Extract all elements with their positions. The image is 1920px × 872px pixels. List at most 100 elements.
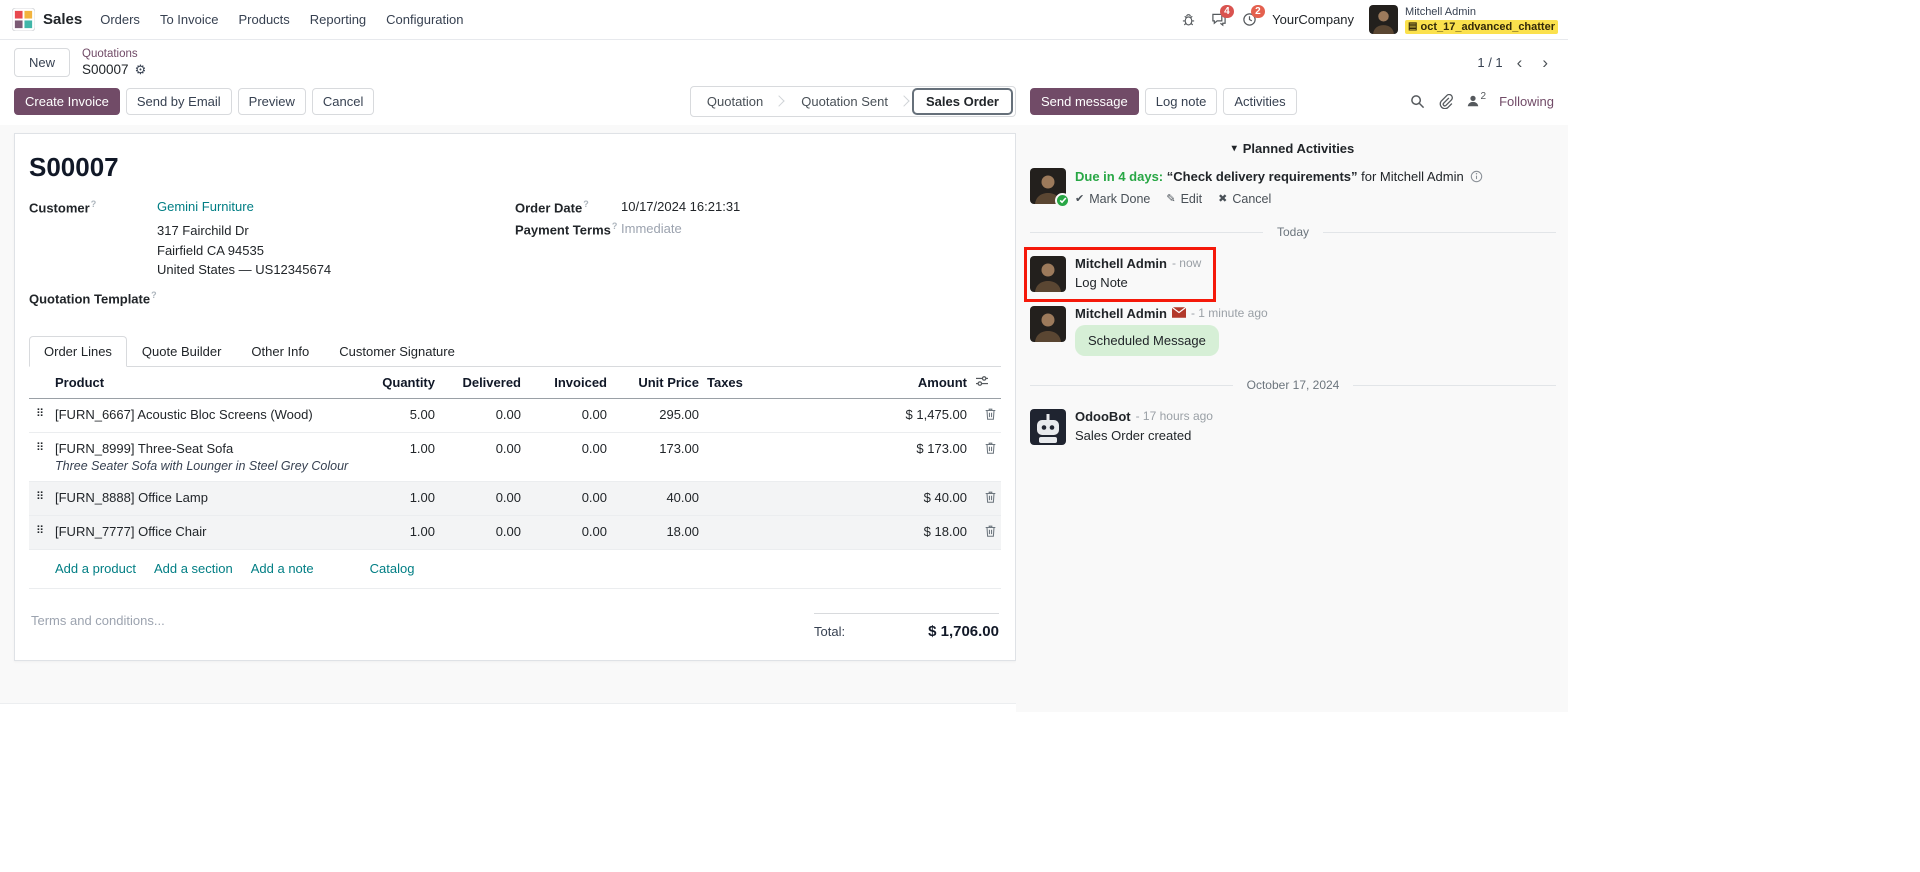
taxes-cell[interactable] <box>703 432 821 483</box>
pager-next-icon[interactable]: › <box>1536 54 1554 71</box>
apps-menu-icon[interactable] <box>12 8 35 31</box>
product-cell[interactable]: [FURN_8888] Office Lamp <box>51 481 363 517</box>
followers-icon[interactable]: 2 <box>1466 91 1486 108</box>
notebook-tabs: Order Lines Quote Builder Other Info Cus… <box>29 336 1001 368</box>
product-column-header[interactable]: Product <box>51 367 363 400</box>
order-date-field[interactable]: 10/17/2024 16:21:31 <box>621 198 741 214</box>
company-switcher[interactable]: YourCompany <box>1272 12 1355 27</box>
tab-other-info[interactable]: Other Info <box>251 344 310 360</box>
menu-products[interactable]: Products <box>238 11 290 27</box>
unit-price-cell[interactable]: 295.00 <box>611 398 703 434</box>
menu-configuration[interactable]: Configuration <box>386 11 464 27</box>
product-cell[interactable]: [FURN_7777] Office Chair <box>51 515 363 551</box>
quantity-cell[interactable]: 1.00 <box>363 481 439 517</box>
menu-to-invoice[interactable]: To Invoice <box>159 11 219 27</box>
amount-cell: $ 173.00 <box>821 432 971 483</box>
send-message-button[interactable]: Send message <box>1030 87 1139 115</box>
invoiced-cell: 0.00 <box>525 398 611 434</box>
app-window: Sales Orders To Invoice Products Reporti… <box>0 5 1568 712</box>
create-invoice-button[interactable]: Create Invoice <box>14 87 120 115</box>
terms-and-conditions-field[interactable]: Terms and conditions... <box>31 613 165 629</box>
attachments-paperclip-icon[interactable] <box>1438 93 1453 109</box>
breadcrumb-current: S00007 <box>82 61 129 77</box>
info-icon[interactable] <box>1470 170 1483 186</box>
activity-assignee: for Mitchell Admin <box>1361 168 1464 184</box>
activities-button[interactable]: Activities <box>1223 87 1297 115</box>
optional-columns-icon[interactable] <box>971 367 1001 400</box>
taxes-cell[interactable] <box>703 481 821 517</box>
tab-customer-signature[interactable]: Customer Signature <box>339 344 455 360</box>
product-cell[interactable]: [FURN_8999] Three-Seat Sofa Three Seater… <box>51 432 363 483</box>
avatar <box>1030 167 1070 208</box>
mark-done-button[interactable]: ✔ Mark Done <box>1075 191 1151 206</box>
pager-count[interactable]: 1 / 1 <box>1477 55 1503 71</box>
add-section-link[interactable]: Add a section <box>153 561 233 577</box>
tab-order-lines[interactable]: Order Lines <box>29 336 127 368</box>
delete-row-icon[interactable] <box>971 432 1001 483</box>
preview-button[interactable]: Preview <box>237 87 306 115</box>
catalog-link[interactable]: Catalog <box>369 561 415 577</box>
activities-badge: 2 <box>1251 5 1265 18</box>
gear-icon[interactable]: ⚙ <box>134 62 147 78</box>
messages-icon[interactable]: 4 <box>1211 5 1234 27</box>
taxes-column-header[interactable]: Taxes <box>703 367 821 400</box>
edit-activity-button[interactable]: ✎ Edit <box>1166 191 1203 206</box>
cancel-button[interactable]: Cancel <box>311 87 375 115</box>
quantity-cell[interactable]: 1.00 <box>363 432 439 483</box>
new-button[interactable]: New <box>14 48 71 78</box>
unit-price-column-header[interactable]: Unit Price <box>611 367 703 400</box>
drag-handle-icon[interactable]: ⠿ <box>29 398 51 434</box>
unit-price-cell[interactable]: 40.00 <box>611 481 703 517</box>
amount-column-header[interactable]: Amount <box>821 367 971 400</box>
drag-handle-icon[interactable]: ⠿ <box>29 515 51 551</box>
pager-previous-icon[interactable]: ‹ <box>1511 54 1529 71</box>
status-step-quotation-sent[interactable]: Quotation Sent <box>801 93 888 109</box>
invoiced-cell: 0.00 <box>525 515 611 551</box>
breadcrumb-quotations-link[interactable]: Quotations <box>82 48 138 60</box>
cancel-activity-button[interactable]: ✖ Cancel <box>1218 191 1272 206</box>
customer-address: 317 Fairchild Dr Fairfield CA 94535 Unit… <box>157 221 497 280</box>
delete-row-icon[interactable] <box>971 481 1001 517</box>
send-by-email-button[interactable]: Send by Email <box>125 87 232 115</box>
add-note-link[interactable]: Add a note <box>250 561 314 577</box>
app-name[interactable]: Sales <box>43 11 83 28</box>
user-menu[interactable]: Mitchell Admin ▤ oct_17_advanced_chatter <box>1369 5 1558 34</box>
drag-handle-icon[interactable]: ⠿ <box>29 481 51 517</box>
taxes-cell[interactable] <box>703 515 821 551</box>
quantity-cell[interactable]: 5.00 <box>363 398 439 434</box>
log-note-button[interactable]: Log note <box>1144 87 1218 115</box>
email-icon <box>1171 306 1187 321</box>
order-line-row: ⠿ [FURN_6667] Acoustic Bloc Screens (Woo… <box>29 398 1001 434</box>
scheduled-message-chip[interactable]: Scheduled Message <box>1075 324 1219 356</box>
menu-orders[interactable]: Orders <box>100 11 140 27</box>
following-toggle[interactable]: Following <box>1499 93 1554 109</box>
invoiced-column-header[interactable]: Invoiced <box>525 367 611 400</box>
record-title[interactable]: S00007 <box>29 151 119 182</box>
delete-row-icon[interactable] <box>971 398 1001 434</box>
status-step-sales-order[interactable]: Sales Order <box>912 88 1013 115</box>
drag-handle-icon[interactable]: ⠿ <box>29 432 51 483</box>
unit-price-cell[interactable]: 173.00 <box>611 432 703 483</box>
taxes-cell[interactable] <box>703 398 821 434</box>
search-messages-icon[interactable] <box>1410 94 1425 109</box>
activities-clock-icon[interactable]: 2 <box>1242 5 1265 27</box>
delivered-column-header[interactable]: Delivered <box>439 367 525 400</box>
chatter-panel: ▾ Planned Activities Due in 4 days: “Che… <box>1016 124 1568 712</box>
payment-terms-field[interactable]: Immediate <box>621 221 682 237</box>
quantity-cell[interactable]: 1.00 <box>363 515 439 551</box>
quotation-template-label: Quotation Template? <box>29 289 157 307</box>
product-cell[interactable]: [FURN_6667] Acoustic Bloc Screens (Wood) <box>51 398 363 434</box>
planned-activities-header[interactable]: ▾ Planned Activities <box>1231 140 1355 156</box>
order-line-row: ⠿ [FURN_7777] Office Chair 1.00 0.00 0.0… <box>29 515 1001 551</box>
add-product-link[interactable]: Add a product <box>55 561 136 577</box>
unit-price-cell[interactable]: 18.00 <box>611 515 703 551</box>
tab-quote-builder[interactable]: Quote Builder <box>141 344 222 360</box>
invoiced-cell: 0.00 <box>525 432 611 483</box>
debug-bug-icon[interactable] <box>1181 12 1196 27</box>
pencil-icon: ✎ <box>1166 193 1176 206</box>
menu-reporting[interactable]: Reporting <box>309 11 367 27</box>
status-step-quotation[interactable]: Quotation <box>706 93 764 109</box>
quantity-column-header[interactable]: Quantity <box>363 367 439 400</box>
customer-link[interactable]: Gemini Furniture <box>157 198 254 214</box>
delete-row-icon[interactable] <box>971 515 1001 551</box>
